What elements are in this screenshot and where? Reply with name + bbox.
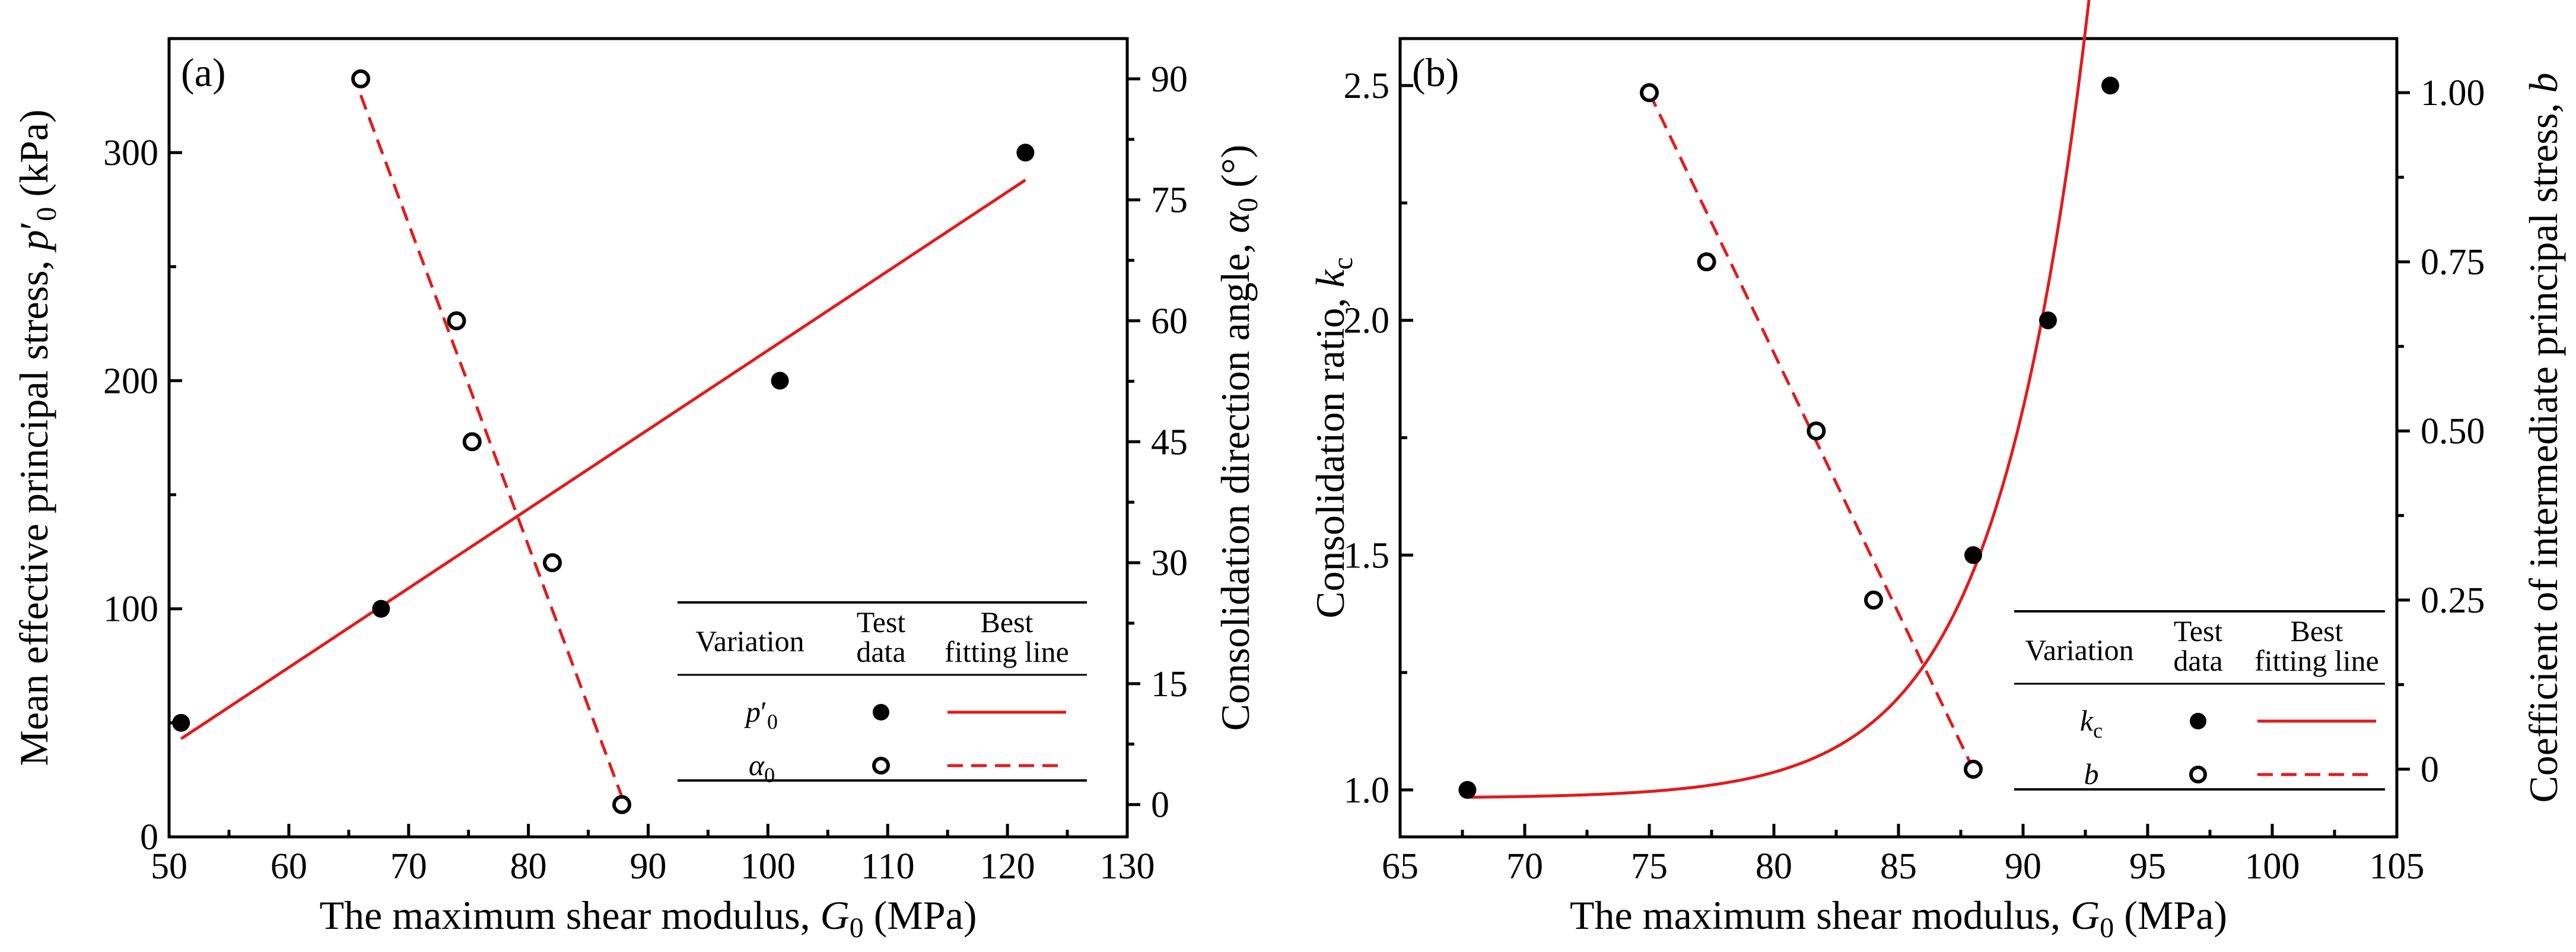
legend-header-data: data	[2173, 644, 2222, 677]
x-tick-label: 75	[1631, 846, 1668, 887]
y2-axis-label: Consolidation direction angle, α0 (°)	[1213, 145, 1264, 731]
data-point-filled	[1016, 144, 1035, 162]
y2-tick-label: 0.25	[2421, 580, 2485, 621]
x-tick-label: 50	[151, 846, 187, 887]
legend-header-fitting-line: fitting line	[2254, 644, 2379, 677]
y2-tick-label: 0	[2421, 750, 2439, 790]
data-point-open	[351, 69, 370, 88]
x-tick-label: 65	[1382, 846, 1419, 887]
x-tick-label: 70	[390, 846, 427, 887]
x-tick-label: 70	[1506, 846, 1543, 887]
data-point-filled	[172, 713, 190, 732]
data-point-filled	[2039, 311, 2057, 329]
y2-tick-label: 60	[1151, 302, 1188, 342]
data-point-open	[462, 432, 482, 452]
x-axis-label: The maximum shear modulus, G0 (MPa)	[1570, 893, 2227, 944]
legend-header-variation: Variation	[2025, 633, 2133, 667]
y2-axis-label: Coefficient of intermediate principal st…	[2521, 73, 2566, 803]
x-tick-label: 120	[980, 846, 1035, 887]
data-point-open	[1864, 591, 1883, 610]
legend-header-best: Best	[2291, 614, 2343, 648]
data-point-open	[447, 311, 466, 331]
y-tick-label: 1.0	[1344, 770, 1390, 811]
y2-tick-label: 1.00	[2421, 73, 2485, 113]
y-axis-label: Consolidation ratio, kc	[1308, 257, 1359, 618]
y2-tick-label: 90	[1151, 59, 1188, 100]
x-tick-label: 130	[1100, 846, 1155, 887]
x-tick-label: 100	[2245, 846, 2300, 887]
x-tick-label: 95	[2129, 846, 2166, 887]
y2-tick-label: 15	[1151, 664, 1188, 705]
legend-header-variation: Variation	[695, 624, 804, 658]
legend-row-label: kc	[2080, 704, 2103, 742]
y-tick-label: 200	[103, 361, 158, 401]
y-tick-label: 300	[103, 133, 158, 173]
data-point-open	[1807, 421, 1826, 441]
panel-label: (a)	[181, 50, 225, 95]
x-tick-label: 100	[740, 846, 796, 887]
panel-a: 50 60 70 80 90 100 110 120 130 0 100 200 300 0 15 30 45 6…	[11, 37, 1264, 944]
legend-header-test: Test	[857, 605, 906, 639]
legend-marker-filled	[2190, 713, 2206, 729]
data-point-filled	[2101, 77, 2119, 95]
x-tick-label: 85	[1880, 846, 1917, 887]
y-tick-label: 2.0	[1344, 301, 1390, 341]
legend-row-label: p′0	[744, 695, 778, 734]
legend-marker-open	[872, 757, 890, 775]
fit-line-dashed	[1648, 92, 1975, 770]
y2-tick-label: 0.75	[2421, 242, 2485, 283]
x-tick-label: 80	[510, 846, 547, 887]
legend-header-fitting-line: fitting line	[944, 635, 1069, 668]
y-axis-label: Mean effective principal stress, p′0 (kP…	[11, 109, 62, 766]
y2-tick-label: 45	[1151, 422, 1188, 462]
data-point-open	[1964, 760, 1983, 779]
legend-row-label: α0	[749, 748, 775, 787]
data-point-filled	[1458, 780, 1477, 799]
panel-b: 65 70 75 80 85 90 95 100 105 1.0 1.5 2.0 2.5 0 0.25 0.5…	[1308, 0, 2566, 944]
legend-marker-open	[2189, 766, 2207, 783]
fit-line-dashed	[359, 94, 624, 797]
legend-header-data: data	[856, 635, 905, 668]
y-tick-label: 100	[103, 589, 158, 630]
x-tick-label: 90	[630, 846, 667, 887]
y2-tick-label: 30	[1151, 543, 1188, 583]
x-tick-label: 105	[2370, 846, 2425, 887]
x-tick-label: 110	[861, 846, 915, 887]
x-axis-label: The maximum shear modulus, G0 (MPa)	[319, 893, 977, 944]
legend-marker-filled	[873, 704, 889, 721]
fit-line-solid	[1467, 0, 2091, 799]
fit-line-solid	[180, 179, 1026, 740]
plot-frame	[1398, 37, 2399, 839]
data-point-open	[543, 553, 562, 573]
panel-label: (b)	[1412, 50, 1459, 95]
y-tick-label: 2.5	[1344, 66, 1390, 106]
data-point-filled	[771, 372, 789, 390]
data-point-open	[1697, 252, 1716, 272]
x-tick-label: 90	[2005, 846, 2041, 887]
y-tick-label: 0	[140, 817, 158, 858]
legend-header-best: Best	[981, 605, 1033, 639]
x-tick-label: 80	[1756, 846, 1792, 887]
data-point-open	[1640, 83, 1659, 103]
y2-tick-label: 0	[1151, 785, 1169, 826]
y2-tick-label: 0.50	[2421, 411, 2485, 452]
x-tick-label: 60	[271, 846, 307, 887]
legend-row-label: b	[2084, 757, 2099, 791]
y-tick-label: 1.5	[1344, 535, 1390, 576]
legend-header-test: Test	[2174, 614, 2223, 648]
data-point-filled	[1964, 546, 1982, 564]
data-point-filled	[372, 599, 390, 618]
y2-tick-label: 75	[1151, 180, 1188, 221]
data-point-open	[612, 795, 632, 814]
plot-frame	[167, 37, 1129, 839]
